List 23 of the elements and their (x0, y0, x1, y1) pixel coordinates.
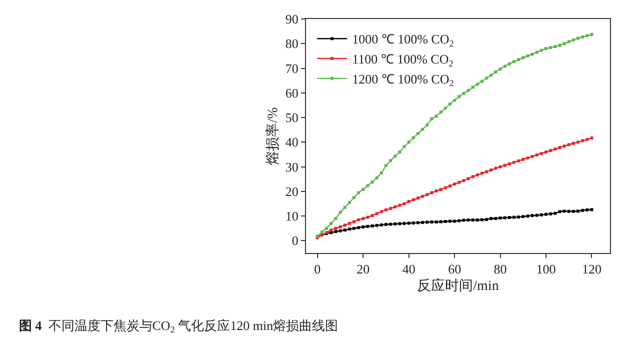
x-tick-label: 80 (494, 262, 507, 277)
x-tick-label: 0 (314, 262, 321, 277)
y-tick-label: 0 (292, 233, 298, 248)
y-tick-label: 80 (285, 36, 298, 52)
caption: 图 4 不同温度下焦炭与CO$_{2}$ 气化反应120 min熔损曲线图 (19, 318, 338, 335)
x-tick-label: 100 (536, 262, 556, 277)
y-tick-label: 70 (285, 60, 298, 76)
legend-label: 1200 ℃ 100% CO$_{2}$ (352, 72, 454, 88)
y-tick-label: 10 (285, 208, 298, 224)
y-tick-label: 90 (285, 12, 298, 27)
x-axis-title: 反应时间/min (417, 278, 499, 294)
legend-label: 1000 ℃ 100% CO$_{2}$ (352, 32, 454, 48)
x-tick-label: 60 (448, 262, 462, 277)
y-axis-title: 熔损率/% (265, 106, 281, 165)
y-tick-label: 50 (285, 110, 298, 126)
x-tick-label: 20 (356, 262, 370, 277)
x-tick-label: 120 (582, 262, 602, 277)
y-tick-label: 60 (285, 85, 298, 100)
y-tick-label: 30 (285, 159, 298, 174)
y-tick-label: 40 (285, 134, 298, 150)
y-tick-label: 20 (285, 184, 298, 199)
legend-label: 1100 ℃ 100% CO$_{2}$ (352, 52, 454, 68)
x-tick-label: 40 (402, 262, 416, 277)
